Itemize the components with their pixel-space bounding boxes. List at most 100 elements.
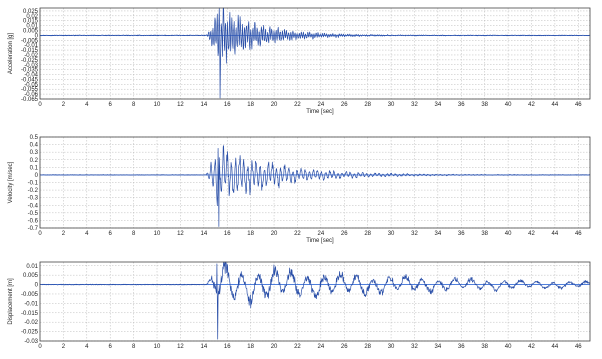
y-tick-label: -0.7 <box>28 226 39 232</box>
x-tick-label: 10 <box>154 231 161 237</box>
x-tick-label: 6 <box>109 231 113 237</box>
x-tick-label: 18 <box>247 231 254 237</box>
y-tick-label: 0.4 <box>30 143 39 149</box>
y-tick-label: 0.025 <box>23 9 39 15</box>
y-tick-label: 0.02 <box>26 14 38 20</box>
y-tick-label: -0.6 <box>28 218 39 224</box>
x-tick-label: 34 <box>435 344 442 350</box>
y-tick-label: 0 <box>35 283 39 289</box>
y-tick-label: 0.5 <box>30 135 39 141</box>
y-tick-label: -0.04 <box>24 73 38 79</box>
y-tick-label: -0.03 <box>24 63 38 69</box>
y-axis-title: Velocity [m/sec] <box>8 161 14 203</box>
series-line <box>39 261 591 340</box>
y-tick-label: -0.01 <box>24 43 38 49</box>
x-tick-label: 34 <box>435 231 442 237</box>
x-tick-label: 16 <box>224 102 231 108</box>
x-tick-label: 26 <box>341 102 348 108</box>
x-tick-label: 46 <box>575 102 582 108</box>
x-tick-label: 44 <box>552 344 559 350</box>
x-tick-label: 12 <box>177 344 184 350</box>
x-tick-label: 36 <box>458 231 465 237</box>
x-tick-label: 12 <box>177 102 184 108</box>
x-tick-label: 4 <box>85 231 89 237</box>
x-tick-label: 30 <box>388 344 395 350</box>
x-tick-label: 20 <box>271 102 278 108</box>
x-tick-label: 0 <box>38 344 42 350</box>
y-tick-label: -0.4 <box>28 203 39 209</box>
x-tick-label: 18 <box>247 102 254 108</box>
y-tick-label: -0.03 <box>24 339 38 345</box>
y-tick-label: -0.035 <box>21 68 39 74</box>
y-tick-label: -0.025 <box>21 58 39 64</box>
x-tick-label: 0 <box>38 102 42 108</box>
x-tick-label: 28 <box>364 231 371 237</box>
x-tick-label: 32 <box>411 344 418 350</box>
x-tick-label: 46 <box>575 344 582 350</box>
y-tick-label: -0.005 <box>21 38 39 44</box>
y-tick-label: -0.015 <box>21 48 39 54</box>
y-tick-label: 0.005 <box>23 273 39 279</box>
velocity-chart: 0 2 4 6 8 10 12 14 16 18 20 22 24 26 28 30 32 34 36 38 40 42 4… <box>8 135 591 244</box>
y-tick-label: 0 <box>35 173 39 179</box>
x-tick-label: 34 <box>435 102 442 108</box>
y-tick-label: -0.065 <box>21 97 39 103</box>
x-tick-label: 30 <box>388 102 395 108</box>
y-tick-label: -0.3 <box>28 196 39 202</box>
x-tick-label: 32 <box>411 102 418 108</box>
y-tick-label: 0.01 <box>26 24 38 30</box>
x-tick-label: 2 <box>62 344 66 350</box>
x-tick-label: 40 <box>505 344 512 350</box>
x-tick-label: 10 <box>154 102 161 108</box>
y-tick-label: -0.1 <box>28 181 39 187</box>
y-tick-label: -0.025 <box>21 330 39 336</box>
x-tick-label: 40 <box>505 102 512 108</box>
x-tick-label: 24 <box>318 102 325 108</box>
x-tick-label: 10 <box>154 344 161 350</box>
x-tick-label: 46 <box>575 231 582 237</box>
y-tick-label: -0.005 <box>21 292 39 298</box>
y-tick-label: 0.005 <box>23 29 39 35</box>
y-tick-label: 0.2 <box>30 158 39 164</box>
x-tick-label: 40 <box>505 231 512 237</box>
x-tick-label: 16 <box>224 344 231 350</box>
x-tick-label: 38 <box>481 231 488 237</box>
x-tick-label: 4 <box>85 102 89 108</box>
x-tick-label: 24 <box>318 231 325 237</box>
x-tick-label: 44 <box>552 102 559 108</box>
x-tick-label: 32 <box>411 231 418 237</box>
y-tick-label: -0.5 <box>28 211 39 217</box>
x-tick-label: 16 <box>224 231 231 237</box>
x-tick-label: 22 <box>294 231 301 237</box>
x-tick-label: 6 <box>109 102 113 108</box>
y-tick-label: 0.01 <box>26 264 38 270</box>
x-axis-title: Time [sec] <box>306 238 334 244</box>
y-tick-label: 0.3 <box>30 150 39 156</box>
x-tick-label: 22 <box>294 344 301 350</box>
x-tick-label: 4 <box>85 344 89 350</box>
x-tick-label: 2 <box>62 102 66 108</box>
x-tick-label: 2 <box>62 231 66 237</box>
x-tick-label: 42 <box>528 344 535 350</box>
y-tick-label: 0.1 <box>30 165 39 171</box>
y-axis-title: Displacement [m] <box>8 278 14 325</box>
displacement-chart: 0 2 4 6 8 10 12 14 16 18 20 22 24 26 28 30 32 34 36 38 40 42 4… <box>8 261 591 350</box>
x-tick-label: 38 <box>481 102 488 108</box>
x-tick-label: 36 <box>458 102 465 108</box>
x-tick-label: 30 <box>388 231 395 237</box>
y-tick-label: -0.015 <box>21 311 39 317</box>
x-tick-label: 28 <box>364 102 371 108</box>
x-tick-label: 14 <box>200 344 207 350</box>
x-tick-label: 18 <box>247 344 254 350</box>
y-tick-label: -0.2 <box>28 188 39 194</box>
x-tick-label: 42 <box>528 231 535 237</box>
series-line <box>39 145 591 227</box>
x-tick-label: 26 <box>341 344 348 350</box>
x-tick-label: 8 <box>132 344 136 350</box>
y-tick-label: 0.015 <box>23 19 39 25</box>
plot-frame <box>39 136 591 229</box>
x-tick-label: 42 <box>528 102 535 108</box>
y-tick-label: -0.05 <box>24 82 38 88</box>
x-tick-label: 38 <box>481 344 488 350</box>
